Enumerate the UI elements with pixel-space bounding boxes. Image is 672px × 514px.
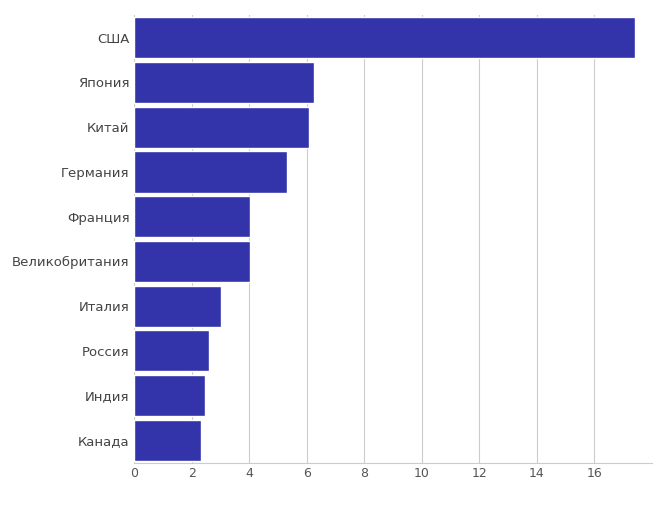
Bar — [134, 330, 209, 372]
Bar — [134, 285, 221, 327]
Bar — [134, 196, 250, 237]
Bar — [134, 375, 204, 416]
Bar — [134, 62, 314, 103]
Bar — [134, 151, 288, 193]
Bar — [134, 419, 200, 461]
Bar — [134, 241, 250, 282]
Bar — [134, 17, 636, 59]
Bar — [134, 106, 310, 148]
